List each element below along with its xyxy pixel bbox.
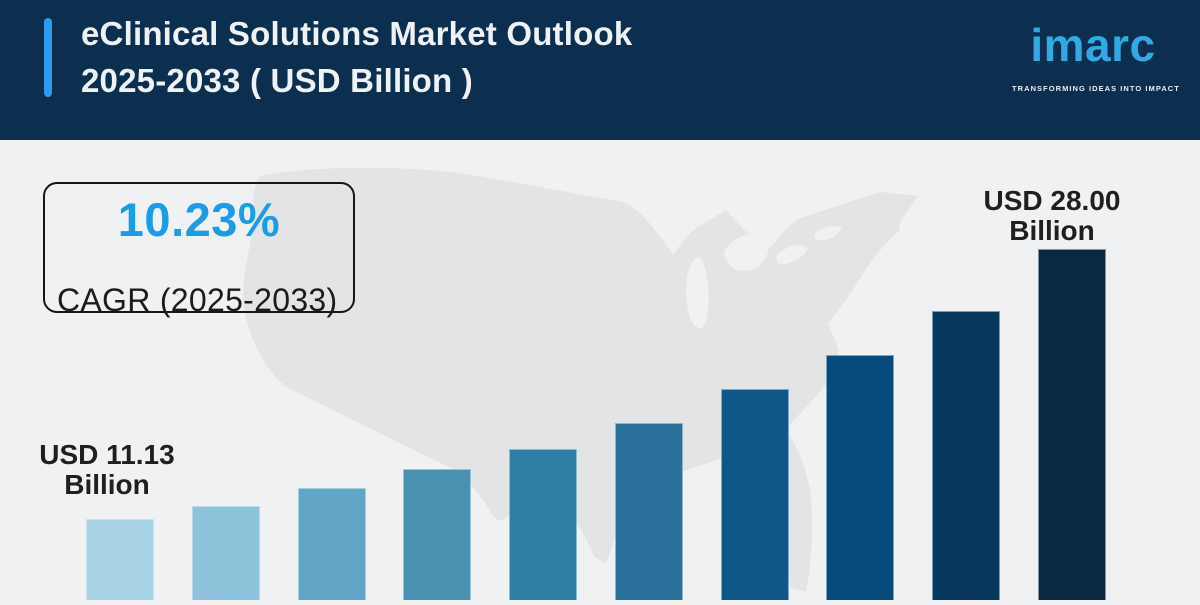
last-bar-value-label: USD 28.00 Billion [962, 186, 1142, 246]
imarc-logo: imarc TRANSFORMING IDEAS INTO IMPACT [1012, 19, 1180, 93]
bar-2025 [191, 506, 260, 600]
bar-2031 [826, 355, 895, 600]
bar-2024 [86, 519, 154, 600]
bar-2026 [297, 488, 366, 600]
bar-2027 [403, 469, 472, 600]
us-map-outline [243, 167, 918, 592]
first-bar-value-line1: USD 11.13 [39, 439, 175, 470]
first-bar-value-label: USD 11.13 Billion [17, 440, 197, 500]
header-banner: eClinical Solutions Market Outlook 2025-… [0, 0, 1200, 140]
lake-erie-shape [776, 245, 808, 265]
cagr-period-label: CAGR (2025-2033) [57, 282, 338, 318]
last-bar-value-line2: Billion [1009, 215, 1095, 246]
lake-ontario-shape [814, 226, 842, 241]
us-map-svg [243, 167, 918, 592]
bar-2028 [509, 449, 578, 600]
page-title-line2: 2025-2033 ( USD Billion ) [81, 62, 473, 99]
cagr-percent: 10.23% [117, 193, 281, 246]
page-title-line1: eClinical Solutions Market Outlook [81, 15, 633, 52]
page-title: eClinical Solutions Market Outlook 2025-… [81, 10, 801, 104]
last-bar-value-line1: USD 28.00 [983, 185, 1121, 216]
title-accent-bar [44, 18, 52, 97]
bar-2032 [932, 311, 1001, 600]
bar-2030 [720, 389, 789, 600]
bar-chart [86, 240, 1106, 600]
us-map-silhouette [228, 160, 1040, 600]
imarc-logo-wordmark: imarc [1030, 19, 1156, 71]
lake-michigan-shape [686, 256, 709, 329]
imarc-logo-tagline: TRANSFORMING IDEAS INTO IMPACT [1012, 84, 1180, 93]
lake-huron-shape [724, 234, 769, 271]
bar-2033 [1037, 249, 1106, 600]
cagr-callout-box: 10.23% CAGR (2025-2033) [43, 182, 355, 318]
bar-2029 [614, 423, 683, 600]
first-bar-value-line2: Billion [64, 469, 150, 500]
